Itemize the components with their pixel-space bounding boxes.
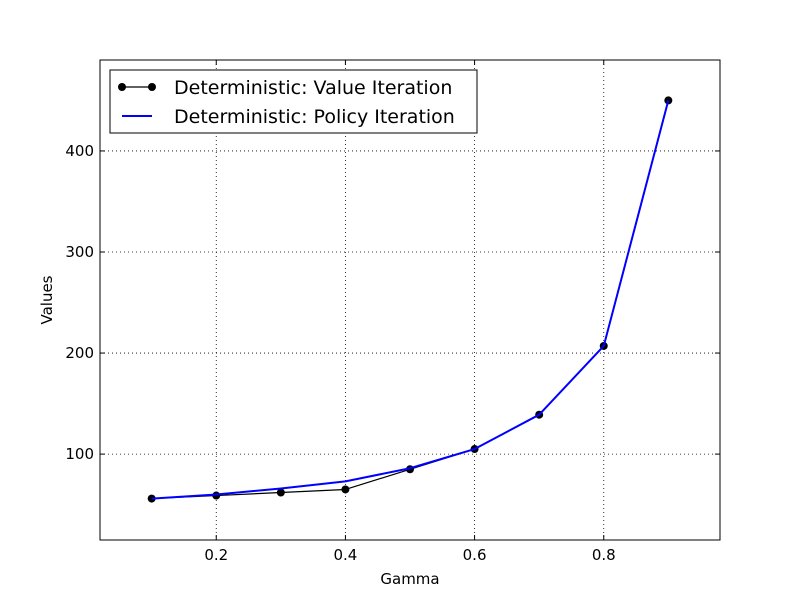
- series-1: [147, 96, 673, 503]
- grid-lines: [100, 60, 720, 540]
- legend-box: [109, 69, 478, 134]
- legend: Deterministic: Value Iteration Determinis…: [109, 69, 478, 134]
- y-tick-label: 400: [65, 142, 94, 160]
- legend-swatch-marker: [118, 83, 126, 91]
- y-tick-label: 200: [65, 344, 94, 362]
- data-point: [276, 488, 285, 497]
- series-line: [151, 100, 669, 500]
- series-group: [147, 96, 673, 503]
- legend-label: Deterministic: Value Iteration: [174, 77, 452, 99]
- plot-area-frame: [99, 59, 721, 541]
- legend-label: Deterministic: Policy Iteration: [174, 106, 455, 128]
- legend-entries: Deterministic: Value Iteration Determinis…: [118, 77, 455, 128]
- legend-entry: Deterministic: Policy Iteration: [122, 106, 455, 128]
- x-tick-label: 0.8: [592, 546, 616, 564]
- y-tick-label: 100: [65, 445, 94, 463]
- series-line: [151, 100, 670, 500]
- legend-entry: Deterministic: Value Iteration: [118, 77, 452, 99]
- x-tick-label: 0.2: [204, 546, 228, 564]
- y-tick-label: 300: [65, 243, 94, 261]
- data-point: [341, 485, 350, 494]
- x-axis-title: Gamma: [380, 570, 439, 588]
- series-2: [151, 100, 670, 500]
- x-tick-label: 0.4: [333, 546, 357, 564]
- y-axis-title: Values: [38, 275, 56, 324]
- legend-swatch-marker: [148, 83, 156, 91]
- axis-ticks: 0.2 0.4 0.6 0.8 100 200 300 400: [65, 60, 720, 564]
- x-tick-label: 0.6: [463, 546, 487, 564]
